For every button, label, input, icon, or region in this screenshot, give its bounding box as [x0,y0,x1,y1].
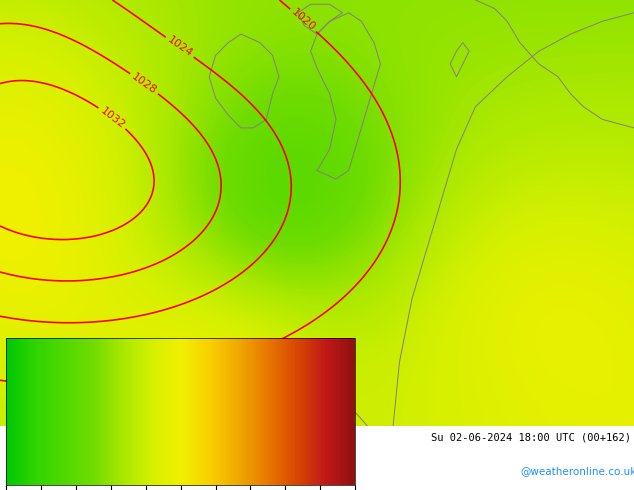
Text: Su 02-06-2024 18:00 UTC (00+162): Su 02-06-2024 18:00 UTC (00+162) [431,433,631,442]
Text: 1032: 1032 [98,105,127,130]
Text: @weatheronline.co.uk: @weatheronline.co.uk [520,466,634,476]
Text: 1020: 1020 [289,7,317,33]
Text: 1028: 1028 [130,71,158,96]
Text: Surface pressure  Spread  mean+σ  [hPa]  ECMWF: Surface pressure Spread mean+σ [hPa] ECM… [6,433,294,442]
Text: 1024: 1024 [165,35,194,59]
